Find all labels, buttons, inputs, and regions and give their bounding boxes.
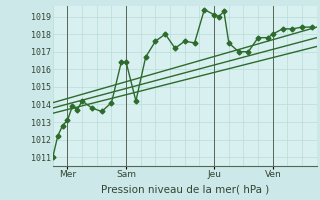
- X-axis label: Pression niveau de la mer( hPa ): Pression niveau de la mer( hPa ): [101, 185, 269, 195]
